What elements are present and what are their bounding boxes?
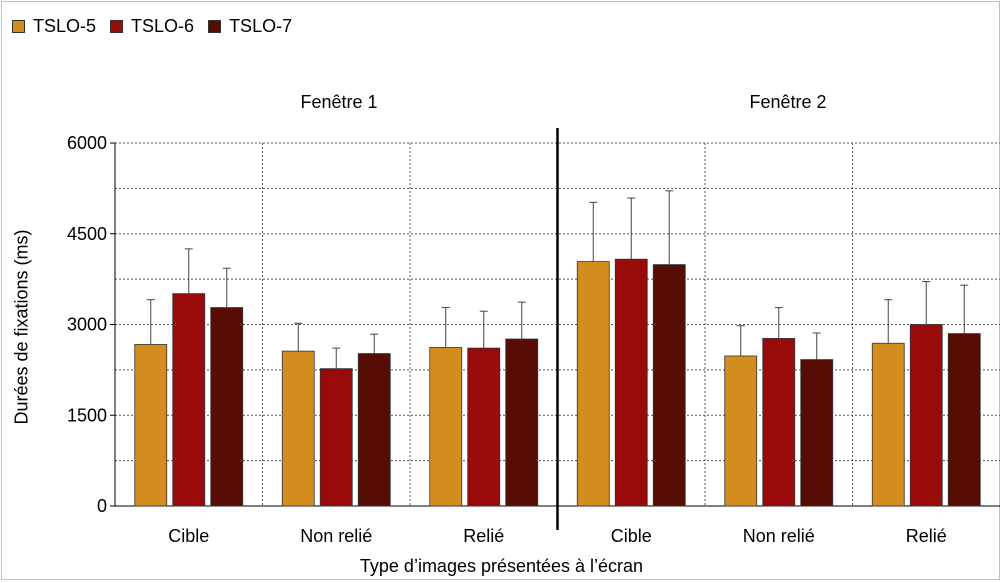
bar	[281, 350, 315, 507]
bar	[134, 344, 168, 507]
x-axis-label: Type d’images présentées à l’écran	[359, 556, 644, 576]
legend: TSLO-5 TSLO-6 TSLO-7	[12, 16, 306, 37]
legend-label-tslo-6: TSLO-6	[131, 16, 195, 36]
x-tick-label: Non relié	[743, 526, 815, 546]
y-tick-label: 0	[97, 496, 107, 516]
bar	[467, 347, 501, 507]
panel-title-1: Fenêtre 1	[300, 92, 378, 112]
legend-item-tslo-7: TSLO-7	[208, 16, 292, 37]
y-tick-label: 1500	[67, 405, 107, 425]
legend-label-tslo-5: TSLO-5	[33, 16, 97, 36]
bar	[357, 353, 391, 507]
legend-swatch-tslo-5	[12, 20, 25, 33]
bar	[762, 338, 796, 507]
panel-title-2: Fenêtre 2	[749, 92, 827, 112]
bar	[871, 342, 905, 507]
bar	[576, 261, 610, 507]
x-tick-label: Cible	[168, 526, 209, 546]
y-tick-label: 3000	[67, 315, 107, 335]
legend-item-tslo-6: TSLO-6	[110, 16, 194, 37]
bar	[652, 264, 686, 507]
bar	[429, 347, 463, 507]
bar	[210, 307, 244, 507]
bar	[947, 333, 981, 507]
bar	[614, 258, 648, 507]
legend-swatch-tslo-6	[110, 20, 124, 33]
legend-label-tslo-7: TSLO-7	[229, 16, 293, 36]
legend-item-tslo-5: TSLO-5	[12, 16, 96, 37]
bar	[724, 355, 758, 507]
bar	[172, 293, 206, 507]
x-tick-label: Non relié	[300, 526, 372, 546]
x-tick-label: Cible	[611, 526, 652, 546]
y-tick-label: 6000	[67, 133, 107, 153]
y-tick-label: 4500	[67, 224, 107, 244]
x-tick-label: Relié	[906, 526, 947, 546]
bar	[800, 359, 834, 507]
legend-swatch-tslo-7	[208, 20, 222, 33]
bar	[909, 324, 943, 507]
bar	[505, 338, 539, 507]
x-tick-label: Relié	[463, 526, 504, 546]
y-axis-label: Durées de fixations (ms)	[11, 229, 32, 425]
bar	[319, 368, 353, 507]
